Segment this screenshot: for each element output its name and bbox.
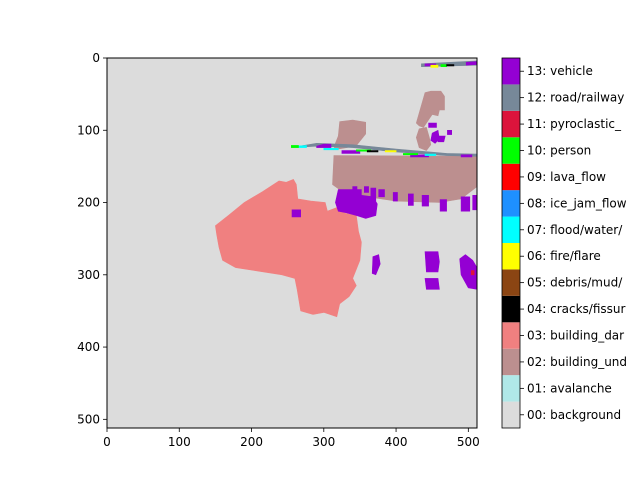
region-class-13 — [439, 199, 447, 212]
colorbar-label: 05: debris/mud/ — [527, 276, 623, 290]
region-class-13 — [460, 154, 473, 158]
colorbar-swatch — [502, 295, 520, 323]
region-class-13 — [341, 150, 361, 154]
region-class-06 — [384, 150, 397, 153]
colorbar-swatch — [502, 110, 520, 138]
region-class-07 — [323, 148, 339, 151]
region-class-13 — [378, 189, 385, 198]
colorbar-label: 09: lava_flow — [527, 170, 606, 184]
region-class-13 — [459, 254, 477, 290]
colorbar-swatch — [502, 216, 520, 243]
region-class-13 — [437, 135, 446, 143]
colorbar-frame — [501, 57, 521, 429]
region-class-13 — [430, 129, 440, 144]
colorbar-swatch — [502, 322, 520, 349]
region-class-13 — [447, 130, 453, 135]
region-class-02 — [415, 90, 445, 128]
region-class-12 — [291, 142, 477, 157]
colorbar-swatch — [502, 243, 520, 270]
colorbar-swatch — [502, 137, 520, 164]
colorbar-swatch — [502, 401, 520, 428]
region-class-13 — [428, 122, 437, 128]
region-class-10 — [402, 153, 419, 156]
region-class-13 — [371, 254, 381, 276]
colorbar-label: 04: cracks/fissur — [527, 302, 626, 316]
colorbar-swatch — [502, 190, 520, 217]
colorbar-swatch — [502, 163, 520, 191]
y-tick-label: 100 — [77, 123, 100, 137]
x-tick-label: 400 — [385, 435, 408, 449]
y-tick-label: 300 — [77, 268, 100, 282]
region-class-13 — [363, 186, 369, 193]
colorbar-label: 08: ice_jam_flow — [527, 196, 627, 210]
region-class-13 — [392, 192, 398, 202]
colorbar-swatch — [502, 84, 520, 111]
y-tick-label: 500 — [77, 412, 100, 426]
segmentation-map — [215, 60, 477, 318]
colorbar-label: 11: pyroclastic_ — [527, 117, 622, 131]
colorbar-label: 00: background — [527, 408, 621, 422]
plot-frame — [106, 57, 478, 429]
region-class-13 — [316, 143, 332, 148]
region-class-13 — [410, 154, 429, 158]
region-class-13 — [407, 193, 414, 206]
colorbar-legend: 00: background 01: avalanche 02: building_… — [501, 57, 627, 429]
region-class-04 — [446, 64, 455, 67]
colorbar-label: 01: avalanche — [527, 381, 612, 395]
region-class-13 — [421, 195, 429, 207]
region-class-07 — [424, 153, 437, 156]
x-tick-label: 500 — [457, 435, 480, 449]
colorbar-label: 03: building_dar — [527, 329, 624, 343]
region-class-10 — [440, 64, 447, 67]
colorbar-swatch — [502, 58, 520, 85]
colorbar-label: 13: vehicle — [527, 64, 593, 78]
region-class-13 — [465, 61, 477, 66]
region-class-13 — [370, 187, 377, 202]
colorbar-swatch — [502, 375, 520, 402]
y-axis: 0 100 200 300 400 500 — [77, 51, 107, 426]
region-class-10 — [290, 145, 299, 148]
colorbar-swatch — [502, 269, 520, 296]
x-tick-label: 200 — [240, 435, 263, 449]
region-class-11 — [470, 270, 475, 276]
region-class-13 — [460, 196, 471, 212]
region-class-13 — [335, 189, 378, 219]
y-tick-label: 400 — [77, 340, 100, 354]
region-class-13 — [352, 186, 358, 193]
region-class-13 — [472, 195, 477, 211]
colorbar-label: 07: flood/water/ — [527, 223, 623, 237]
region-class-04 — [366, 150, 379, 153]
x-axis: 0 100 200 300 400 500 — [103, 428, 480, 449]
plot-area — [106, 57, 478, 429]
colorbar-swatch — [502, 348, 520, 376]
x-tick-label: 300 — [312, 435, 335, 449]
colorbar-label: 12: road/railway — [527, 91, 624, 105]
x-tick-label: 0 — [103, 435, 111, 449]
y-tick-label: 200 — [77, 196, 100, 210]
y-tick-label: 0 — [92, 51, 100, 65]
colorbar-label: 02: building_und — [527, 355, 627, 369]
region-class-13 — [424, 278, 440, 290]
colorbar-label: 10: person — [527, 144, 591, 158]
region-class-03 — [215, 179, 362, 318]
region-class-13 — [424, 251, 440, 273]
colorbar-label: 06: fire/flare — [527, 249, 601, 263]
region-class-06 — [430, 64, 439, 68]
x-tick-label: 100 — [168, 435, 191, 449]
region-class-13 — [291, 209, 302, 218]
region-class-02 — [415, 127, 432, 151]
